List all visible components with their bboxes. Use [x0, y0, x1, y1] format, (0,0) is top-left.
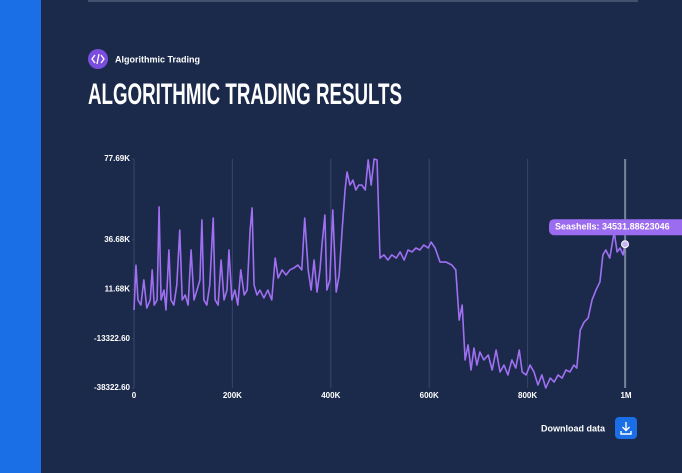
- download-button[interactable]: [615, 417, 637, 439]
- y-tick-label: 36.68K: [104, 235, 130, 244]
- x-tick-label: 1M: [620, 391, 631, 400]
- x-tick-label: 800K: [518, 391, 537, 400]
- x-tick-label: 400K: [321, 391, 340, 400]
- download-icon[interactable]: [620, 422, 632, 435]
- y-tick-label: 77.69K: [104, 154, 130, 163]
- side-strip: [0, 0, 41, 473]
- y-tick-label: -13322.60: [94, 334, 131, 343]
- y-tick-label: 11.68K: [105, 284, 131, 293]
- tooltip-box: [549, 219, 682, 236]
- x-tick-label: 600K: [420, 391, 439, 400]
- code-glyph: [91, 53, 105, 65]
- badge-label: Algorithmic Trading: [115, 54, 200, 64]
- download-label[interactable]: Download data: [541, 423, 606, 433]
- tooltip-text: Seashells: 34531.88623046: [555, 222, 670, 232]
- badge: Algorithmic Trading: [88, 49, 200, 69]
- x-tick-label: 0: [132, 391, 137, 400]
- hover-point: [621, 240, 630, 249]
- x-tick-label: 200K: [223, 391, 242, 400]
- y-tick-label: -38322.60: [94, 383, 131, 392]
- plot: 0 200K 400K 600K 800K 1M -38322.60 -13322.60 11.…: [94, 154, 682, 400]
- page-title: ALGORITHMIC TRADING RESULTS: [88, 78, 402, 111]
- data-line: [133, 158, 626, 389]
